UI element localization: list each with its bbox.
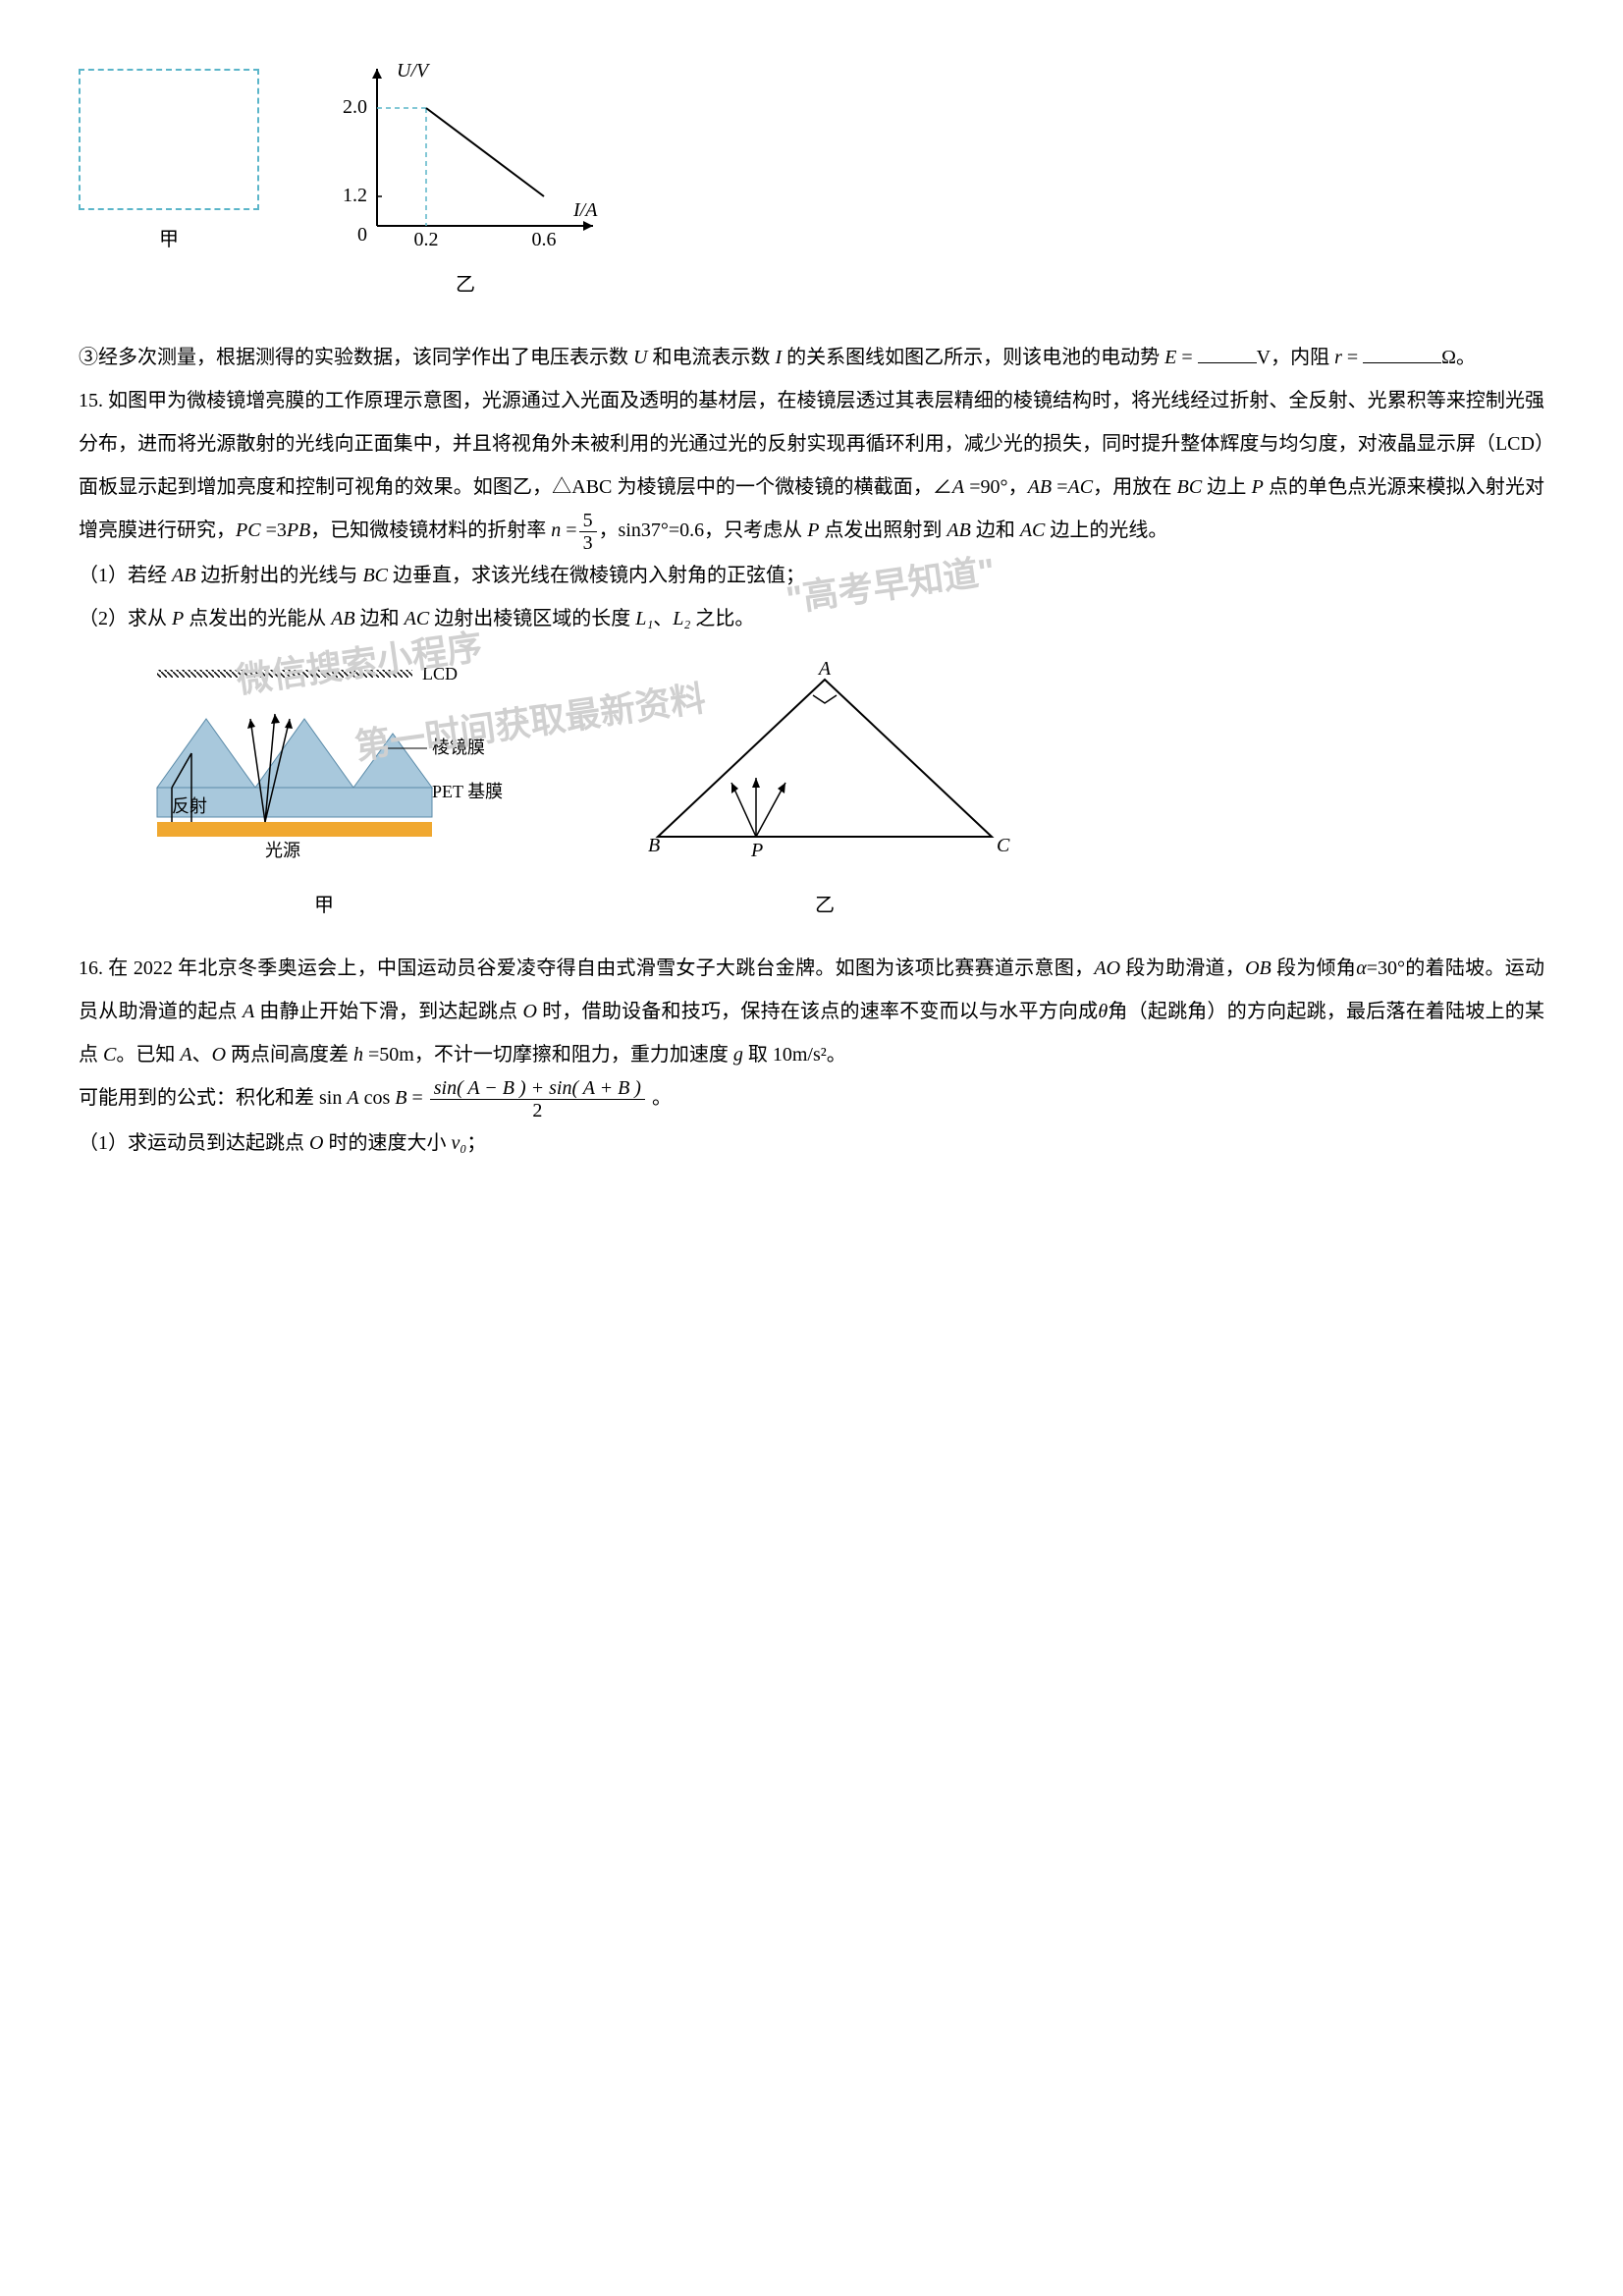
xtick-2: 0.6 (532, 229, 557, 250)
diagram-jia-col: LCD 棱镜膜 PET 基膜 反射 光源 (137, 660, 511, 927)
x-axis-label: I/A (572, 199, 598, 221)
placeholder-box-jia (79, 69, 259, 210)
figure-label-jia: 甲 (159, 218, 179, 261)
pet-label: PET 基膜 (432, 782, 503, 801)
blank-emf (1198, 343, 1257, 363)
figure-row-top: 甲 0 0.2 0.6 1.2 2.0 U/V I/A 乙 (79, 59, 1544, 306)
q16-lead: 16. 在 2022 年北京冬季奥运会上，中国运动员谷爱凌夺得自由式滑雪女子大跳… (79, 947, 1544, 1076)
q15-sub1: （1）若经 AB 边折射出的光线与 BC 边垂直，求该光线在微棱镜内入射角的正弦… (79, 554, 1544, 597)
diagram-label-jia: 甲 (314, 884, 334, 927)
q15-sub2: （2）求从 P 点发出的光能从 AB 边和 AC 边射出棱镜区域的长度 L₁、L… (79, 597, 1544, 640)
q15-lead: 15. 如图甲为微棱镜增亮膜的工作原理示意图，光源通过入光面及透明的基材层，在棱… (79, 379, 1544, 554)
q16-sub1: （1）求运动员到达起跳点 O 时的速度大小 v₀； (79, 1121, 1544, 1165)
y-axis-label: U/V (397, 60, 431, 82)
diagram-label-yi: 乙 (815, 884, 835, 927)
figure-jia-column: 甲 (79, 59, 259, 261)
lcd-label: LCD (422, 664, 458, 683)
prism-diagram-jia: LCD 棱镜膜 PET 基膜 反射 光源 (137, 660, 511, 876)
vertex-A: A (817, 660, 832, 680)
q15-diagram-row: LCD 棱镜膜 PET 基膜 反射 光源 (137, 660, 1544, 927)
fraction-n: 53 (579, 510, 597, 554)
blank-r (1363, 343, 1441, 363)
xtick-0: 0 (357, 224, 367, 246)
formula-fraction: sin( A − B ) + sin( A + B )2 (430, 1077, 645, 1121)
diagram-yi-col: A B C P 乙 (628, 660, 1021, 927)
triangle-diagram-yi: A B C P (628, 660, 1021, 876)
figure-label-yi: 乙 (456, 263, 475, 306)
q16-formula: 可能用到的公式：积化和差 sin A cos B = sin( A − B ) … (79, 1076, 1544, 1121)
point-P: P (750, 840, 763, 861)
q14-part3: ③经多次测量，根据测得的实验数据，该同学作出了电压表示数 U 和电流表示数 I … (79, 336, 1544, 379)
vertex-B: B (648, 835, 660, 856)
reflect-label: 反射 (172, 796, 207, 816)
prism-label: 棱镜膜 (432, 738, 485, 757)
ytick-1: 2.0 (343, 96, 367, 118)
q15-block: "高考早知道" 微信搜索小程序 第一时间获取最新资料 15. 如图甲为微棱镜增亮… (79, 379, 1544, 640)
ytick-0: 1.2 (343, 185, 367, 206)
figure-yi-column: 0 0.2 0.6 1.2 2.0 U/V I/A 乙 (318, 59, 613, 306)
xtick-1: 0.2 (414, 229, 439, 250)
uv-chart: 0 0.2 0.6 1.2 2.0 U/V I/A (318, 59, 613, 255)
source-label: 光源 (265, 841, 300, 860)
vertex-C: C (997, 835, 1010, 856)
